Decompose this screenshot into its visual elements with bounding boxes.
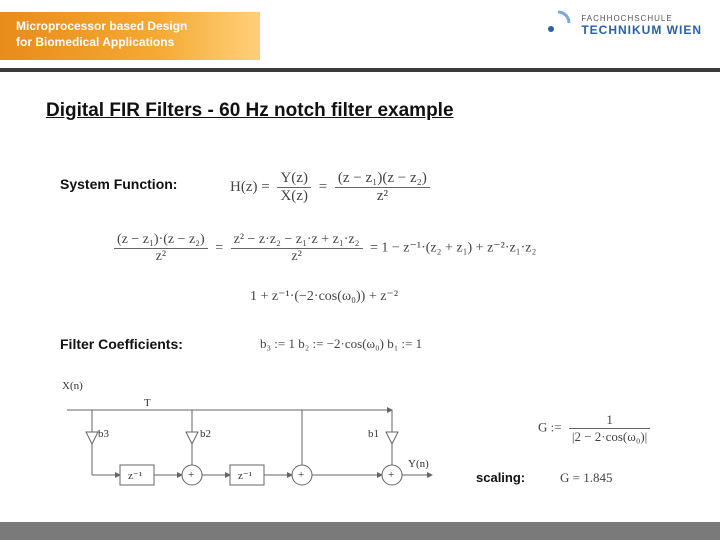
logo-main-text: TECHNIKUM WIEN (581, 23, 702, 37)
eq-expB-num: z² − z·z₂ − z₁·z + z₁·z₂ (231, 232, 363, 249)
banner-line2: for Biomedical Applications (16, 34, 260, 50)
eq-expB-den: z² (231, 249, 363, 265)
eq-expB-rhs: = 1 − z⁻¹·(z₂ + z₁) + z⁻²·z₁·z₂ (370, 241, 536, 256)
equation-coeffs: b₃ := 1 b₂ := −2·cos(ω₀) b₁ := 1 (260, 336, 422, 352)
diagram-plus2: + (298, 469, 304, 481)
eq-G-num: 1 (569, 412, 650, 429)
eq-equals-1: = (319, 179, 327, 195)
eq-YX-num: Y(z) (277, 170, 310, 188)
label-system-function: System Function: (60, 176, 177, 192)
logo-text: FACHHOCHSCHULE TECHNIKUM WIEN (581, 14, 702, 37)
eq-zz-den: z² (335, 188, 430, 205)
logo: FACHHOCHSCHULE TECHNIKUM WIEN (545, 10, 702, 41)
equation-Hz: H(z) = Y(z) X(z) = (z − z₁)(z − z₂) z² (230, 170, 434, 205)
eq-frac-expA: (z − z₁)·(z − z₂) z² (114, 232, 208, 265)
eq-frac-YX: Y(z) X(z) (277, 170, 310, 205)
slide-title: Digital FIR Filters - 60 Hz notch filter… (46, 100, 454, 122)
diagram-plus1: + (188, 469, 194, 481)
equation-G: G := 1 |2 − 2·cos(ω₀)| (538, 412, 654, 445)
logo-mark-icon (545, 10, 571, 41)
eq-expA-num: (z − z₁)·(z − z₂) (114, 232, 208, 249)
eq-equals-2: = (215, 241, 226, 256)
eq-frac-zz: (z − z₁)(z − z₂) z² (335, 170, 430, 205)
equation-simplified: 1 + z⁻¹·(−2·cos(ω₀)) + z⁻² (250, 288, 398, 305)
horizontal-rule (0, 68, 720, 72)
eq-frac-G: 1 |2 − 2·cos(ω₀)| (569, 412, 650, 445)
diagram-svg (62, 380, 442, 510)
eq-frac-expB: z² − z·z₂ − z₁·z + z₁·z₂ z² (231, 232, 363, 265)
banner-line1: Microprocessor based Design (16, 18, 260, 34)
diagram-plus3: + (388, 469, 394, 481)
label-scaling: scaling: (476, 470, 525, 485)
diagram-z1b: z⁻¹ (238, 469, 252, 482)
footer-bar (0, 522, 720, 540)
diagram-yout: Y(n) (408, 458, 429, 470)
eq-Hz-lhs: H(z) = (230, 179, 270, 195)
eq-G-den: |2 − 2·cos(ω₀)| (569, 429, 650, 445)
diagram-b1: b1 (368, 428, 379, 440)
diagram-z1a: z⁻¹ (128, 469, 142, 482)
eq-zz-num: (z − z₁)(z − z₂) (335, 170, 430, 188)
equation-G-value: G = 1.845 (560, 470, 612, 486)
eq-expA-den: z² (114, 249, 208, 265)
block-diagram: X(n) T b3 b2 b1 z⁻¹ z⁻¹ + + + Y(n) (62, 380, 442, 510)
label-filter-coefficients: Filter Coefficients: (60, 336, 183, 352)
banner: Microprocessor based Design for Biomedic… (0, 12, 260, 60)
diagram-b3: b3 (98, 428, 109, 440)
logo-small-text: FACHHOCHSCHULE (581, 14, 702, 23)
diagram-xin: X(n) (62, 380, 83, 392)
eq-YX-den: X(z) (277, 188, 310, 205)
diagram-T: T (144, 397, 151, 409)
diagram-b2: b2 (200, 428, 211, 440)
eq-G-lhs: G := (538, 419, 562, 434)
equation-expand: (z − z₁)·(z − z₂) z² = z² − z·z₂ − z₁·z … (110, 232, 536, 265)
